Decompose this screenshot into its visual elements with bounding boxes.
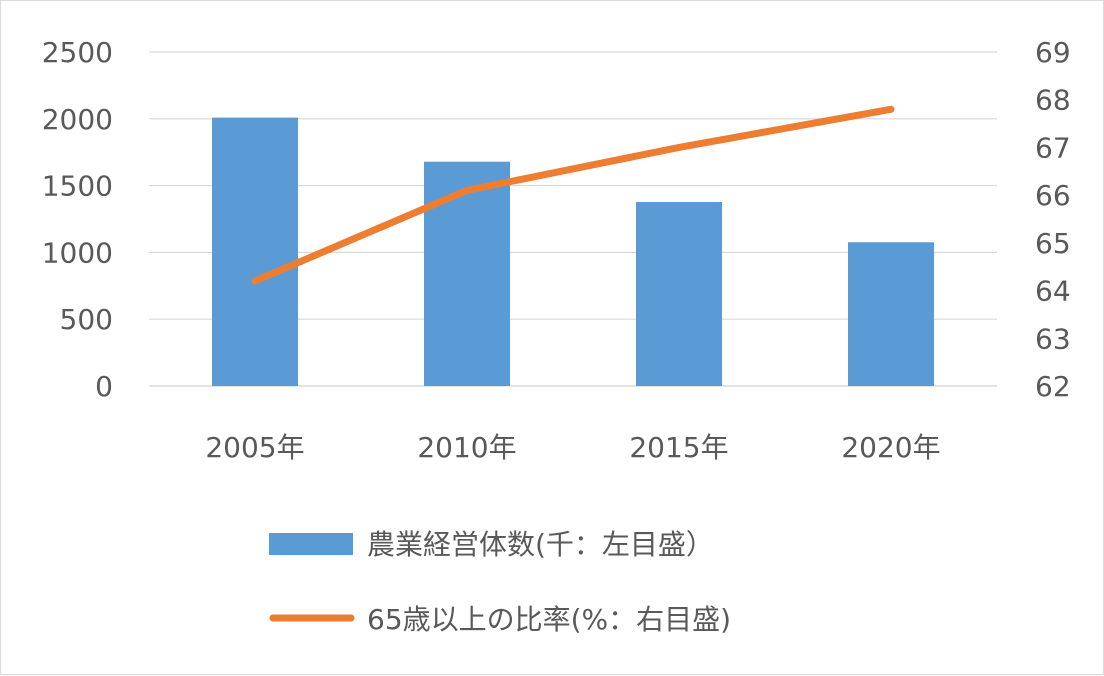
y-left-tick-label: 2000 [42,103,113,136]
y-right-tick-label: 69 [1035,36,1071,69]
x-tick-label: 2015年 [629,431,728,464]
y-right-tick-label: 68 [1035,84,1071,117]
legend-swatch-bar [269,533,353,555]
x-tick-label: 2005年 [205,431,304,464]
y-right-tick-label: 66 [1035,179,1071,212]
y-right-tick-label: 64 [1035,275,1071,308]
x-tick-label: 2020年 [841,431,940,464]
legend-label-bar: 農業経営体数(千：左目盛） [367,528,714,561]
bar [424,161,510,386]
bar [848,242,934,386]
x-tick-label: 2010年 [417,431,516,464]
y-right-tick-label: 62 [1035,370,1071,403]
y-left-tick-label: 1000 [42,236,113,269]
y-right-tick-label: 63 [1035,322,1071,355]
y-right-tick-label: 65 [1035,227,1071,260]
bar [212,117,298,387]
bar [636,202,722,386]
series-line [251,105,895,285]
legend-label-line: 65歳以上の比率(%：右目盛) [367,603,731,636]
y-right-tick-label: 67 [1035,131,1071,164]
y-left-tick-label: 1500 [42,170,113,203]
y-left-tick-label: 500 [60,303,113,336]
y-left-tick-label: 0 [95,370,113,403]
y-left-tick-label: 2500 [42,36,113,69]
